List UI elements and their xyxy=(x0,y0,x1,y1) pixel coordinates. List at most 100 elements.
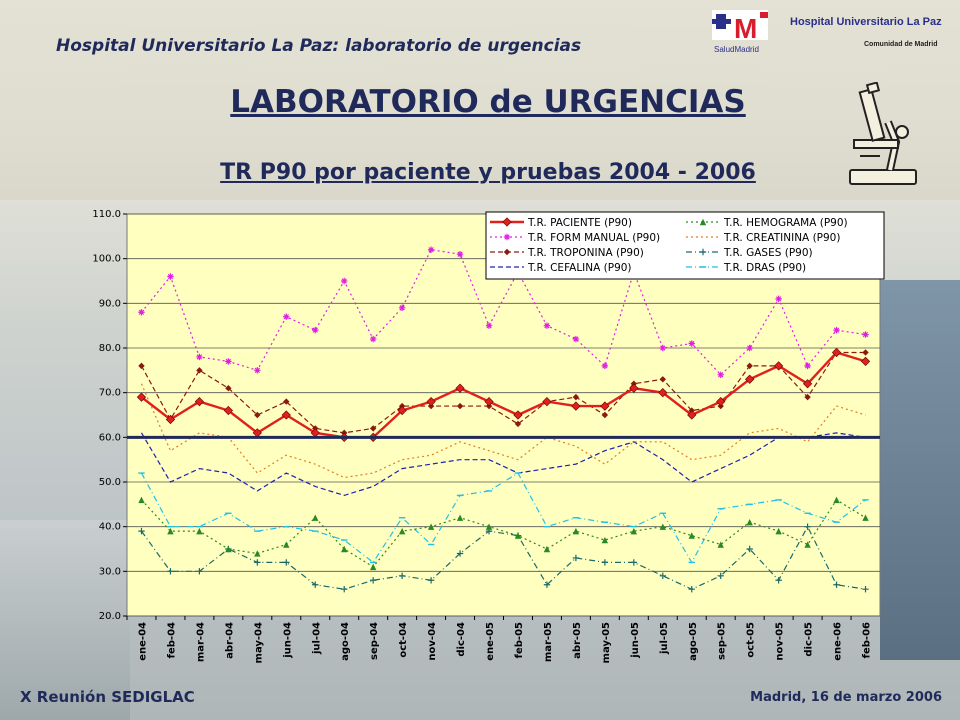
data-point xyxy=(503,233,511,241)
data-point xyxy=(862,349,869,356)
data-point xyxy=(659,523,666,530)
x-tick-label: jul-05 xyxy=(659,622,670,655)
page-title: LABORATORIO de URGENCIAS xyxy=(230,84,746,120)
data-point xyxy=(775,295,782,303)
legend-label: T.R. FORM MANUAL (P90) xyxy=(527,232,660,244)
data-point xyxy=(312,326,319,334)
data-point xyxy=(716,396,726,407)
hospital-logo-icon: M SaludMadrid Hospital Universitario La … xyxy=(712,10,952,60)
data-point xyxy=(456,514,464,521)
series-line xyxy=(140,351,866,439)
data-point xyxy=(746,362,753,370)
data-point xyxy=(196,367,203,374)
data-point xyxy=(543,545,551,553)
data-point xyxy=(745,374,755,384)
data-point xyxy=(659,572,666,579)
data-point xyxy=(688,586,695,593)
x-tick-label: oct-05 xyxy=(746,622,757,658)
data-point xyxy=(503,248,511,256)
logo-comunidad-text: Comunidad de Madrid xyxy=(864,41,938,48)
data-point xyxy=(862,331,869,338)
data-point xyxy=(225,545,232,553)
data-point xyxy=(369,563,377,571)
data-point xyxy=(281,410,291,420)
data-point xyxy=(746,519,753,526)
data-point xyxy=(138,496,145,504)
data-point xyxy=(194,396,205,407)
data-point xyxy=(397,405,407,416)
footer-event: X Reunión SEDIGLAC xyxy=(20,688,195,706)
x-tick-label: mar-04 xyxy=(195,622,206,662)
data-point xyxy=(717,371,724,378)
x-tick-label: jul-04 xyxy=(311,622,322,655)
x-tick-label: oct-04 xyxy=(398,622,409,658)
data-point xyxy=(167,273,174,280)
data-point xyxy=(196,527,203,535)
x-tick-label: feb-04 xyxy=(166,622,177,658)
y-tick-label: 110.0 xyxy=(92,209,121,220)
data-point xyxy=(601,559,609,566)
data-point xyxy=(774,361,784,371)
data-point xyxy=(283,559,290,566)
data-point xyxy=(502,217,512,227)
legend-label: T.R. CEFALINA (P90) xyxy=(527,262,632,274)
data-point xyxy=(312,581,319,588)
data-point xyxy=(802,379,813,389)
legend-label: T.R. PACIENTE (P90) xyxy=(527,217,632,229)
y-tick-label: 60.0 xyxy=(99,432,121,443)
y-tick-label: 80.0 xyxy=(99,343,121,354)
data-point xyxy=(223,405,233,416)
data-point xyxy=(427,523,435,530)
data-point xyxy=(341,277,348,285)
data-point xyxy=(485,523,493,530)
y-tick-label: 70.0 xyxy=(99,388,121,399)
data-point xyxy=(196,568,203,575)
data-point xyxy=(167,527,174,535)
series-lines xyxy=(136,246,871,593)
data-point xyxy=(369,425,377,432)
data-point xyxy=(543,322,551,329)
logo-hospital-text: Hospital Universitario La Paz xyxy=(790,16,942,28)
footer-date: Madrid, 16 de marzo 2006 xyxy=(750,690,942,705)
data-point xyxy=(283,398,290,405)
data-point xyxy=(600,401,610,411)
data-point xyxy=(775,577,782,584)
y-tick-label: 20.0 xyxy=(99,611,121,622)
data-point xyxy=(138,362,145,370)
data-point xyxy=(341,545,348,553)
series-line xyxy=(140,351,866,434)
x-tick-label: ene-05 xyxy=(485,622,496,661)
data-point xyxy=(254,411,261,419)
legend-label: T.R. TROPONINA (P90) xyxy=(527,247,644,259)
data-point xyxy=(398,304,406,311)
background-cabinet xyxy=(880,280,960,660)
data-point xyxy=(833,496,840,504)
data-point xyxy=(831,347,842,358)
data-point xyxy=(699,248,707,256)
background-window xyxy=(0,0,960,200)
data-point xyxy=(225,385,232,392)
data-point xyxy=(283,541,290,548)
x-tick-label: abr-05 xyxy=(572,622,583,659)
data-point xyxy=(283,313,290,320)
series-1 xyxy=(136,347,871,442)
data-point xyxy=(572,335,580,343)
x-tick-label: jun-04 xyxy=(282,622,293,659)
data-point xyxy=(427,577,435,584)
data-point xyxy=(601,411,609,419)
data-point xyxy=(804,541,811,548)
y-tick-label: 50.0 xyxy=(99,477,121,488)
x-tick-label: may-05 xyxy=(601,622,612,663)
y-tick-label: 30.0 xyxy=(99,566,121,577)
data-point xyxy=(369,577,377,584)
data-point xyxy=(165,414,176,425)
y-axis: 20.0 30.0 40.0 50.0 60.0 70.0 80.0 90.0 100.0 110… xyxy=(92,209,127,622)
x-tick-label: mar-05 xyxy=(543,622,554,662)
data-point xyxy=(254,367,261,374)
data-point xyxy=(341,586,348,593)
data-point xyxy=(427,246,435,253)
x-tick-label: nov-05 xyxy=(775,622,786,661)
x-tick-label: dic-04 xyxy=(456,622,467,657)
data-point xyxy=(136,392,147,402)
